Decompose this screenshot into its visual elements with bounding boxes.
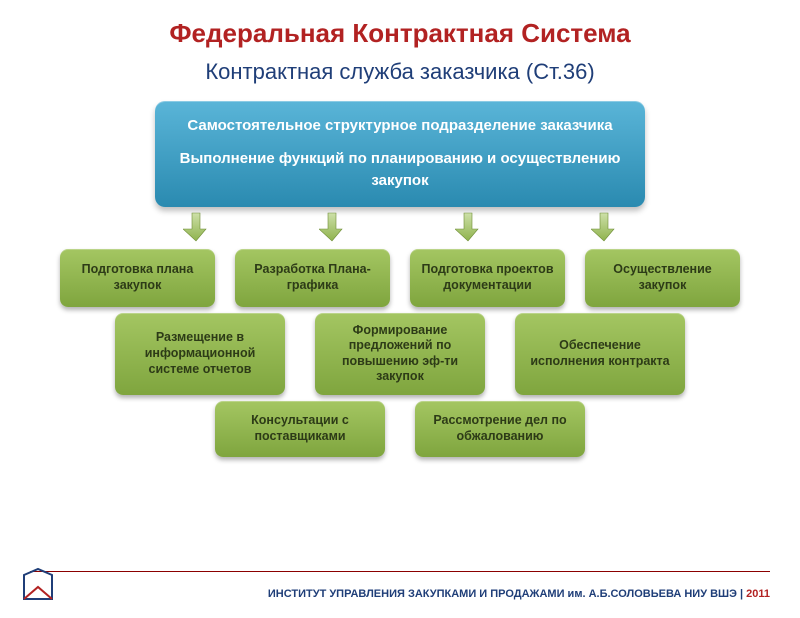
function-box: Осуществление закупок: [585, 249, 740, 307]
function-box: Консультации с поставщиками: [215, 401, 385, 457]
function-box: Рассмотрение дел по обжалованию: [415, 401, 585, 457]
arrow-icon: [455, 211, 481, 243]
row-2: Размещение в информационной системе отче…: [40, 313, 760, 396]
row-1: Подготовка плана закупок Разработка План…: [40, 249, 760, 307]
main-box-line1: Самостоятельное структурное подразделени…: [173, 115, 627, 138]
page-title: Федеральная Контрактная Система: [0, 18, 800, 49]
main-box: Самостоятельное структурное подразделени…: [155, 101, 645, 207]
footer-year: 2011: [746, 588, 770, 600]
arrow-icon: [591, 211, 617, 243]
footer-text: ИНСТИТУТ УПРАВЛЕНИЯ ЗАКУПКАМИ И ПРОДАЖАМ…: [268, 588, 770, 600]
footer-logo: [20, 567, 56, 608]
function-box: Подготовка плана закупок: [60, 249, 215, 307]
function-box: Обеспечение исполнения контракта: [515, 313, 685, 396]
function-box: Разработка Плана-графика: [235, 249, 390, 307]
footer-institute: ИНСТИТУТ УПРАВЛЕНИЯ ЗАКУПКАМИ И ПРОДАЖАМ…: [268, 588, 737, 600]
page-subtitle: Контрактная служба заказчика (Ст.36): [0, 59, 800, 85]
function-box: Формирование предложений по повышению эф…: [315, 313, 485, 396]
footer-sep: |: [737, 588, 746, 600]
arrow-icon: [319, 211, 345, 243]
function-box: Подготовка проектов документации: [410, 249, 565, 307]
arrow-row: [0, 211, 800, 243]
footer-divider: [30, 571, 770, 572]
row-3: Консультации с поставщиками Рассмотрение…: [40, 401, 760, 457]
function-box: Размещение в информационной системе отче…: [115, 313, 285, 396]
main-box-line2: Выполнение функций по планированию и осу…: [173, 148, 627, 193]
arrow-icon: [183, 211, 209, 243]
